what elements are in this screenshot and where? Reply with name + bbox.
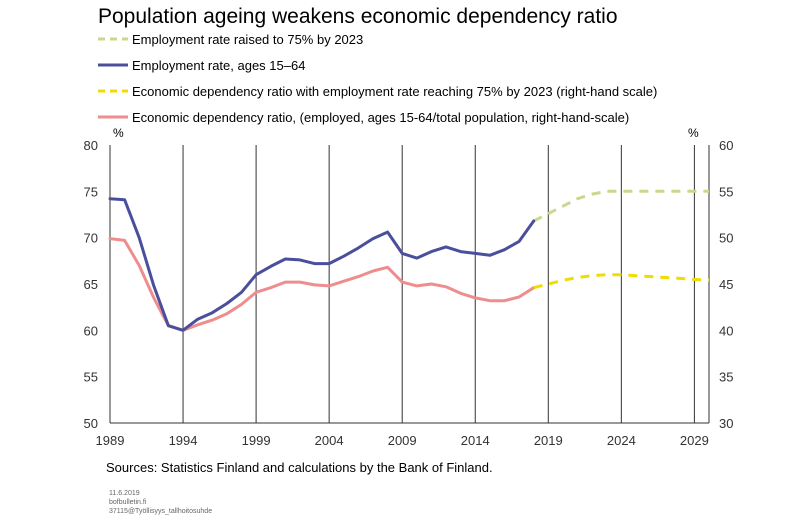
- tick-labels: 1989 1994 1999 2004 2009 2014 2019 2024 2029 50 55…: [84, 138, 734, 448]
- legend-item-target-employment: Employment rate raised to 75% by 2023: [96, 30, 363, 48]
- legend-swatch-dashed-yellow: [98, 89, 128, 93]
- x-tick-2019: 2019: [534, 433, 563, 448]
- y-right-tick-60: 60: [719, 138, 733, 153]
- x-tick-1989: 1989: [96, 433, 125, 448]
- legend-label: Employment rate, ages 15–64: [132, 57, 306, 73]
- chart-code: 37115@Työllisyys_tallhoitosuhde: [109, 508, 213, 515]
- y-right-tick-35: 35: [719, 370, 733, 385]
- right-axis-unit: %: [688, 126, 699, 140]
- series-lines: [108, 189, 710, 332]
- y-right-tick-45: 45: [719, 277, 733, 292]
- x-tick-2004: 2004: [315, 433, 344, 448]
- publish-date: 11.6.2019: [109, 490, 140, 497]
- legend-swatch-solid-pink: [98, 115, 128, 119]
- y-left-tick-70: 70: [84, 231, 98, 246]
- left-axis-unit: %: [113, 126, 124, 140]
- y-right-tick-55: 55: [719, 184, 733, 199]
- legend-item-employment-rate: Employment rate, ages 15–64: [96, 56, 305, 74]
- y-right-tick-30: 30: [719, 416, 733, 431]
- legend-swatch-dashed-green: [98, 37, 128, 41]
- sources-note: Sources: Statistics Finland and calculat…: [106, 460, 493, 475]
- legend-label: Economic dependency ratio with employmen…: [132, 83, 658, 99]
- legend-item-dependency-ratio: Economic dependency ratio, (employed, ag…: [96, 108, 629, 126]
- x-tick-2014: 2014: [461, 433, 490, 448]
- x-tick-1994: 1994: [169, 433, 198, 448]
- y-right-tick-50: 50: [719, 231, 733, 246]
- chart-title: Population ageing weakens economic depen…: [98, 5, 618, 28]
- series-line-2: [533, 273, 710, 290]
- y-left-tick-65: 65: [84, 277, 98, 292]
- y-left-tick-80: 80: [84, 138, 98, 153]
- legend-item-target-dependency: Economic dependency ratio with employmen…: [96, 82, 657, 100]
- y-left-tick-75: 75: [84, 184, 98, 199]
- x-tick-2024: 2024: [607, 433, 636, 448]
- y-right-tick-40: 40: [719, 323, 733, 338]
- legend-label: Employment rate raised to 75% by 2023: [132, 31, 364, 47]
- series-line-1: [108, 197, 536, 332]
- x-tick-1999: 1999: [242, 433, 271, 448]
- legend-label: Economic dependency ratio, (employed, ag…: [132, 109, 630, 125]
- x-tick-2029: 2029: [680, 433, 709, 448]
- legend-swatch-solid-blue: [98, 63, 128, 67]
- y-left-tick-50: 50: [84, 416, 98, 431]
- y-left-tick-60: 60: [84, 323, 98, 338]
- grid-lines: [182, 145, 695, 423]
- y-left-tick-55: 55: [84, 370, 98, 385]
- x-tick-2009: 2009: [388, 433, 417, 448]
- series-line-0: [533, 189, 709, 223]
- site-name: bofbulletin.fi: [109, 499, 147, 506]
